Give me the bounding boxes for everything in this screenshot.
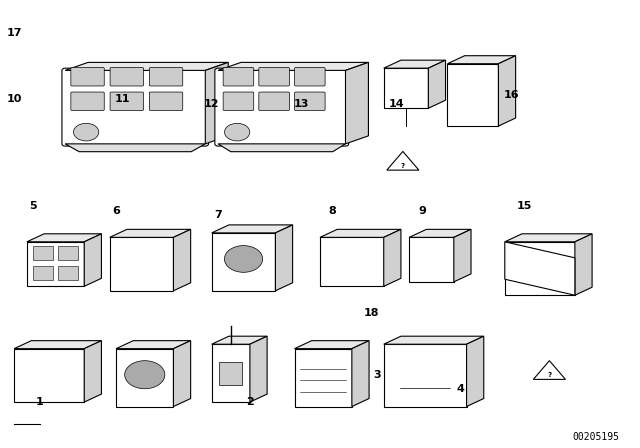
Polygon shape	[65, 144, 205, 152]
Bar	[27, 242, 84, 286]
Text: 00205195: 00205195	[573, 432, 620, 442]
FancyBboxPatch shape	[110, 68, 143, 86]
Text: ?: ?	[401, 163, 405, 169]
Polygon shape	[205, 62, 228, 144]
Polygon shape	[84, 340, 101, 402]
Text: ?: ?	[547, 372, 552, 378]
Text: 14: 14	[388, 99, 404, 109]
Text: 3: 3	[374, 370, 381, 380]
Text: 5: 5	[29, 201, 37, 211]
Polygon shape	[467, 336, 484, 406]
Text: 17: 17	[6, 28, 22, 38]
Polygon shape	[505, 242, 575, 295]
Polygon shape	[428, 60, 445, 108]
Circle shape	[125, 361, 165, 389]
Polygon shape	[65, 62, 228, 70]
Circle shape	[225, 123, 250, 141]
Polygon shape	[387, 151, 419, 170]
Polygon shape	[250, 336, 267, 402]
FancyBboxPatch shape	[223, 92, 253, 111]
Polygon shape	[294, 340, 369, 349]
Polygon shape	[173, 229, 191, 291]
Polygon shape	[447, 56, 516, 64]
Bar	[58, 266, 79, 280]
Polygon shape	[14, 340, 101, 349]
Bar	[212, 233, 275, 291]
Polygon shape	[275, 225, 292, 291]
Text: 10: 10	[6, 95, 22, 104]
Polygon shape	[575, 234, 592, 295]
Polygon shape	[116, 340, 191, 349]
Polygon shape	[109, 229, 191, 237]
Bar	[212, 344, 250, 402]
FancyBboxPatch shape	[223, 68, 253, 86]
FancyBboxPatch shape	[71, 68, 104, 86]
FancyBboxPatch shape	[259, 68, 289, 86]
FancyBboxPatch shape	[71, 92, 104, 111]
Text: 11: 11	[115, 95, 130, 104]
Bar	[384, 68, 428, 108]
Text: 4: 4	[456, 384, 464, 394]
FancyBboxPatch shape	[259, 92, 289, 111]
Bar	[33, 266, 52, 280]
FancyBboxPatch shape	[294, 68, 325, 86]
FancyBboxPatch shape	[149, 92, 183, 111]
Polygon shape	[352, 340, 369, 406]
Bar	[33, 246, 52, 260]
Text: 8: 8	[329, 206, 337, 215]
Polygon shape	[384, 229, 401, 286]
Polygon shape	[84, 234, 101, 286]
Polygon shape	[384, 60, 445, 68]
Circle shape	[74, 123, 99, 141]
Bar	[447, 64, 499, 126]
Polygon shape	[212, 336, 267, 344]
Polygon shape	[212, 225, 292, 233]
Text: 18: 18	[364, 308, 379, 318]
FancyBboxPatch shape	[62, 68, 209, 146]
Polygon shape	[218, 62, 369, 70]
Polygon shape	[384, 336, 484, 344]
FancyBboxPatch shape	[215, 68, 349, 146]
Polygon shape	[218, 144, 346, 152]
Polygon shape	[27, 234, 101, 242]
Text: 16: 16	[503, 90, 519, 100]
Text: 9: 9	[418, 206, 426, 215]
Bar	[294, 349, 352, 406]
Bar	[109, 237, 173, 291]
Text: 15: 15	[516, 201, 532, 211]
Bar	[409, 237, 454, 282]
Text: 1: 1	[36, 397, 44, 407]
FancyBboxPatch shape	[110, 92, 143, 111]
Polygon shape	[533, 361, 566, 379]
Bar	[220, 362, 243, 385]
Polygon shape	[346, 62, 369, 144]
Polygon shape	[454, 229, 471, 282]
Text: 2: 2	[246, 397, 254, 407]
Bar	[320, 237, 384, 286]
Text: 12: 12	[204, 99, 220, 109]
Polygon shape	[320, 229, 401, 237]
Text: 13: 13	[293, 99, 308, 109]
Text: 7: 7	[214, 210, 222, 220]
Bar	[58, 246, 79, 260]
Polygon shape	[409, 229, 471, 237]
Polygon shape	[173, 340, 191, 406]
Text: 6: 6	[112, 206, 120, 215]
Bar	[116, 349, 173, 406]
Bar	[14, 349, 84, 402]
FancyBboxPatch shape	[294, 92, 325, 111]
Polygon shape	[499, 56, 516, 126]
FancyBboxPatch shape	[149, 68, 183, 86]
Polygon shape	[505, 234, 592, 242]
Circle shape	[225, 246, 262, 272]
Bar	[384, 344, 467, 406]
Bar	[505, 242, 575, 295]
